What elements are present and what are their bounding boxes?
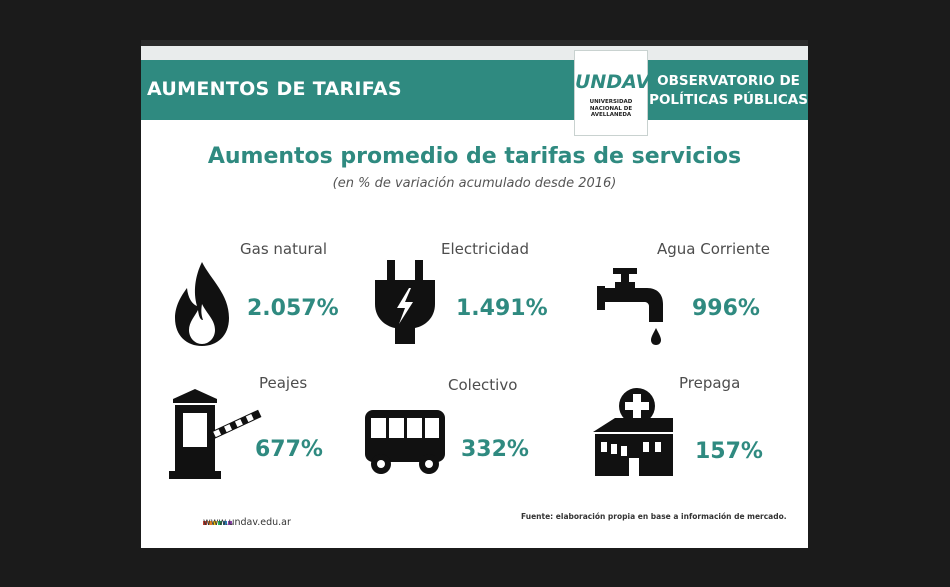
page-subtitle: (en % de variación acumulado desde 2016): [332, 176, 617, 191]
service-value-bus: 332%: [461, 437, 529, 462]
service-label-electricity: Electricidad: [441, 240, 529, 258]
color-swatch: [228, 521, 232, 525]
header-bar: [141, 60, 808, 120]
infographic-slide: AUMENTOS DE TARIFAS UNDAV UNIVERSIDAD NA…: [141, 40, 808, 548]
hospital-icon: [593, 388, 673, 476]
logo-subtitle: UNIVERSIDAD NACIONAL DE AVELLANEDA: [575, 99, 647, 119]
page-title: Aumentos promedio de tarifas de servicio…: [207, 144, 742, 169]
service-value-electricity: 1.491%: [456, 296, 548, 321]
service-value-tolls: 677%: [255, 437, 323, 462]
observatory-title: OBSERVATORIO DE POLÍTICAS PÚBLICAS: [649, 72, 808, 110]
color-swatch: [203, 521, 207, 525]
flame-icon: [175, 262, 229, 346]
service-label-gas: Gas natural: [240, 240, 328, 258]
top-strip: [141, 40, 808, 46]
service-value-gas: 2.057%: [247, 296, 339, 321]
color-swatch: [218, 521, 222, 525]
toll-barrier-icon: [169, 389, 262, 479]
logo-subtitle-line: AVELLANEDA: [590, 112, 632, 118]
header-title: AUMENTOS DE TARIFAS: [147, 78, 402, 100]
observatory-line: OBSERVATORIO DE: [657, 73, 800, 89]
plug-icon: [375, 260, 435, 344]
website-url: www.undav.edu.ar: [203, 517, 291, 528]
logo-wordmark: UNDAV: [575, 71, 651, 93]
service-label-water: Agua Corriente: [657, 240, 770, 258]
brand-color-strip: [203, 510, 233, 529]
service-value-water: 996%: [692, 296, 760, 321]
service-label-bus: Colectivo: [448, 376, 518, 394]
logo-subtitle-line: NACIONAL DE: [589, 105, 633, 112]
source-note: Fuente: elaboración propia en base a inf…: [521, 512, 787, 521]
observatory-line: POLÍTICAS PÚBLICAS: [649, 92, 808, 108]
color-swatch: [213, 521, 217, 525]
logo-subtitle-line: UNIVERSIDAD: [589, 99, 633, 105]
undav-logo: UNDAV UNIVERSIDAD NACIONAL DE AVELLANEDA: [574, 50, 651, 136]
faucet-icon: [597, 268, 663, 345]
color-swatch: [208, 521, 212, 525]
service-label-tolls: Peajes: [259, 374, 308, 392]
top-strip-light: [141, 46, 808, 60]
service-label-prepaid: Prepaga: [679, 374, 741, 392]
bus-icon: [365, 410, 445, 474]
service-value-prepaid: 157%: [695, 439, 763, 464]
color-swatch: [223, 521, 227, 525]
